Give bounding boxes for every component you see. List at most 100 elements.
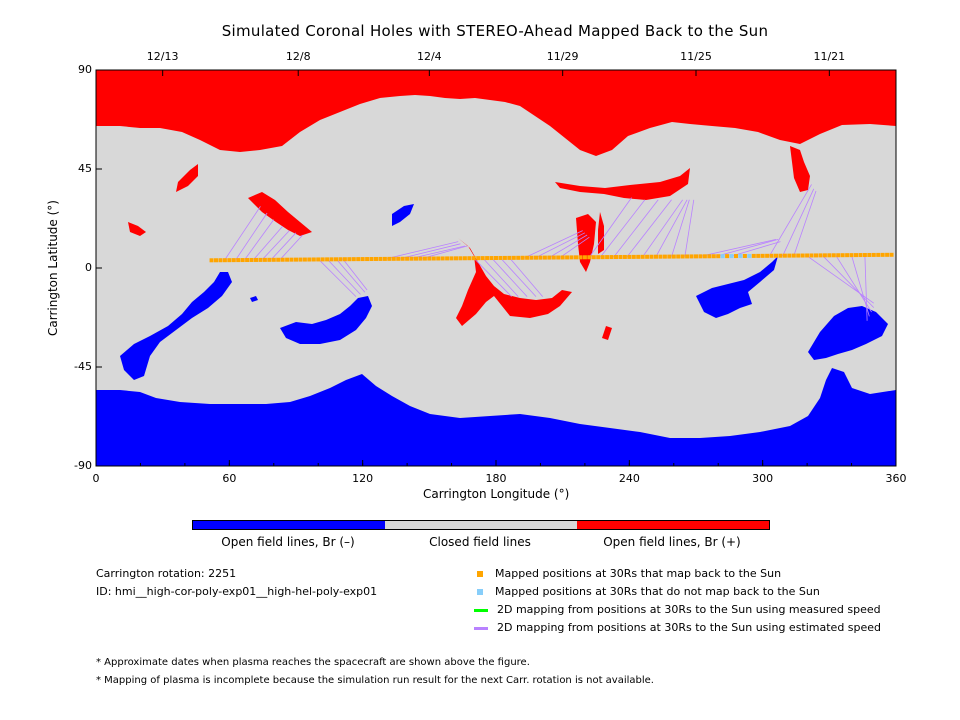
mapped-point	[338, 257, 343, 262]
mapping-line	[422, 245, 468, 259]
mapping-line	[822, 255, 875, 308]
mapped-point	[316, 257, 321, 262]
colorbar-label-negative: Open field lines, Br (–)	[221, 535, 355, 549]
mapped-point	[445, 256, 450, 261]
mapped-point	[289, 257, 294, 262]
x-tick-label: 300	[752, 472, 774, 485]
mapped-point	[556, 255, 561, 260]
mapped-point	[507, 255, 512, 260]
mapped-point	[587, 255, 592, 260]
mapped-point	[440, 256, 445, 261]
mapped-point	[694, 254, 698, 259]
mapped-point	[307, 257, 312, 262]
unmapped-point	[720, 254, 725, 259]
mapped-point	[716, 254, 721, 259]
mapped-point	[778, 253, 783, 258]
colorbar	[192, 520, 770, 530]
mapped-point	[325, 257, 330, 262]
mapping-line	[793, 190, 817, 257]
mapped-point	[676, 254, 681, 259]
blue-dot-icon	[477, 589, 483, 595]
mapped-point	[334, 257, 338, 262]
mapping-line	[235, 212, 268, 260]
mapped-point	[658, 254, 663, 259]
negative-region	[392, 204, 414, 226]
mapped-point	[622, 254, 627, 259]
mapping-line	[524, 230, 583, 259]
mapped-point	[271, 257, 276, 262]
mapped-point	[240, 258, 245, 263]
y-tick-label: 90	[78, 63, 92, 76]
mapped-point	[867, 252, 872, 257]
mapping-line	[731, 241, 781, 257]
mapping-lines	[224, 184, 875, 321]
legend-item-measured-speed: 2D mapping from positions at 30Rs to the…	[474, 603, 881, 616]
mapped-point	[454, 256, 458, 261]
mapped-point	[862, 253, 867, 258]
mapped-point	[342, 257, 347, 262]
mapping-line	[253, 225, 283, 260]
mapping-line	[806, 255, 875, 304]
legend-item-unmapped: Mapped positions at 30Rs that do not map…	[474, 585, 820, 598]
positive-region	[456, 238, 572, 326]
mapped-point	[551, 255, 556, 260]
negative-region	[808, 306, 888, 360]
y-axis-label: Carrington Latitude (°)	[46, 200, 60, 336]
positive-region	[176, 164, 198, 192]
mapped-point	[831, 253, 836, 258]
run-id: ID: hmi__high-cor-poly-exp01__high-hel-p…	[96, 585, 378, 598]
mapped-point	[396, 256, 401, 261]
mapped-point	[378, 256, 383, 261]
mapped-point	[374, 256, 378, 261]
mapped-point	[662, 254, 667, 259]
mapped-point	[631, 254, 636, 259]
mapped-point	[360, 257, 365, 262]
mapped-point	[880, 252, 885, 257]
mapped-point	[734, 254, 738, 259]
unmapped-point	[738, 254, 743, 259]
mapped-point	[618, 254, 623, 259]
positive-region	[555, 168, 690, 200]
mapping-line	[473, 257, 512, 297]
mapping-line	[335, 258, 366, 293]
mapped-point	[871, 252, 876, 257]
mapped-point	[805, 253, 810, 258]
mapped-point	[685, 254, 690, 259]
date-label: 12/8	[285, 50, 311, 63]
mapped-point	[422, 256, 427, 261]
mapped-point	[480, 256, 485, 261]
mapped-point	[840, 253, 845, 258]
mapped-point	[627, 254, 632, 259]
mapping-line	[535, 232, 586, 258]
mapped-point	[560, 255, 565, 260]
mapped-point	[645, 254, 650, 259]
mapped-point	[600, 255, 605, 260]
mapped-point	[218, 258, 223, 263]
mapping-line	[782, 188, 815, 257]
mapped-point	[702, 254, 707, 259]
mapped-point	[542, 255, 547, 260]
colorbar-label-positive: Open field lines, Br (+)	[603, 535, 741, 549]
mapping-line	[342, 258, 368, 291]
negative-region	[696, 256, 778, 318]
green-line-icon	[474, 608, 488, 612]
mapped-point	[409, 256, 414, 261]
mapped-point	[818, 253, 823, 258]
positive-region	[790, 146, 810, 192]
mapped-point	[485, 256, 490, 261]
mapped-point	[614, 255, 618, 260]
mapping-line	[491, 257, 528, 297]
mapping-line	[500, 257, 537, 297]
chart-title: Simulated Coronal Holes with STEREO-Ahea…	[221, 22, 769, 40]
mapped-point	[494, 255, 498, 260]
orange-dot-icon	[477, 571, 483, 577]
mapped-point	[391, 256, 396, 261]
mapped-point	[885, 252, 890, 257]
mapping-line	[589, 197, 632, 258]
mapping-line	[600, 199, 646, 258]
mapping-line	[509, 257, 543, 297]
mapping-line	[482, 257, 519, 297]
mapped-point	[258, 257, 263, 262]
mapped-point	[596, 255, 601, 260]
colorbar-negative	[193, 521, 385, 529]
